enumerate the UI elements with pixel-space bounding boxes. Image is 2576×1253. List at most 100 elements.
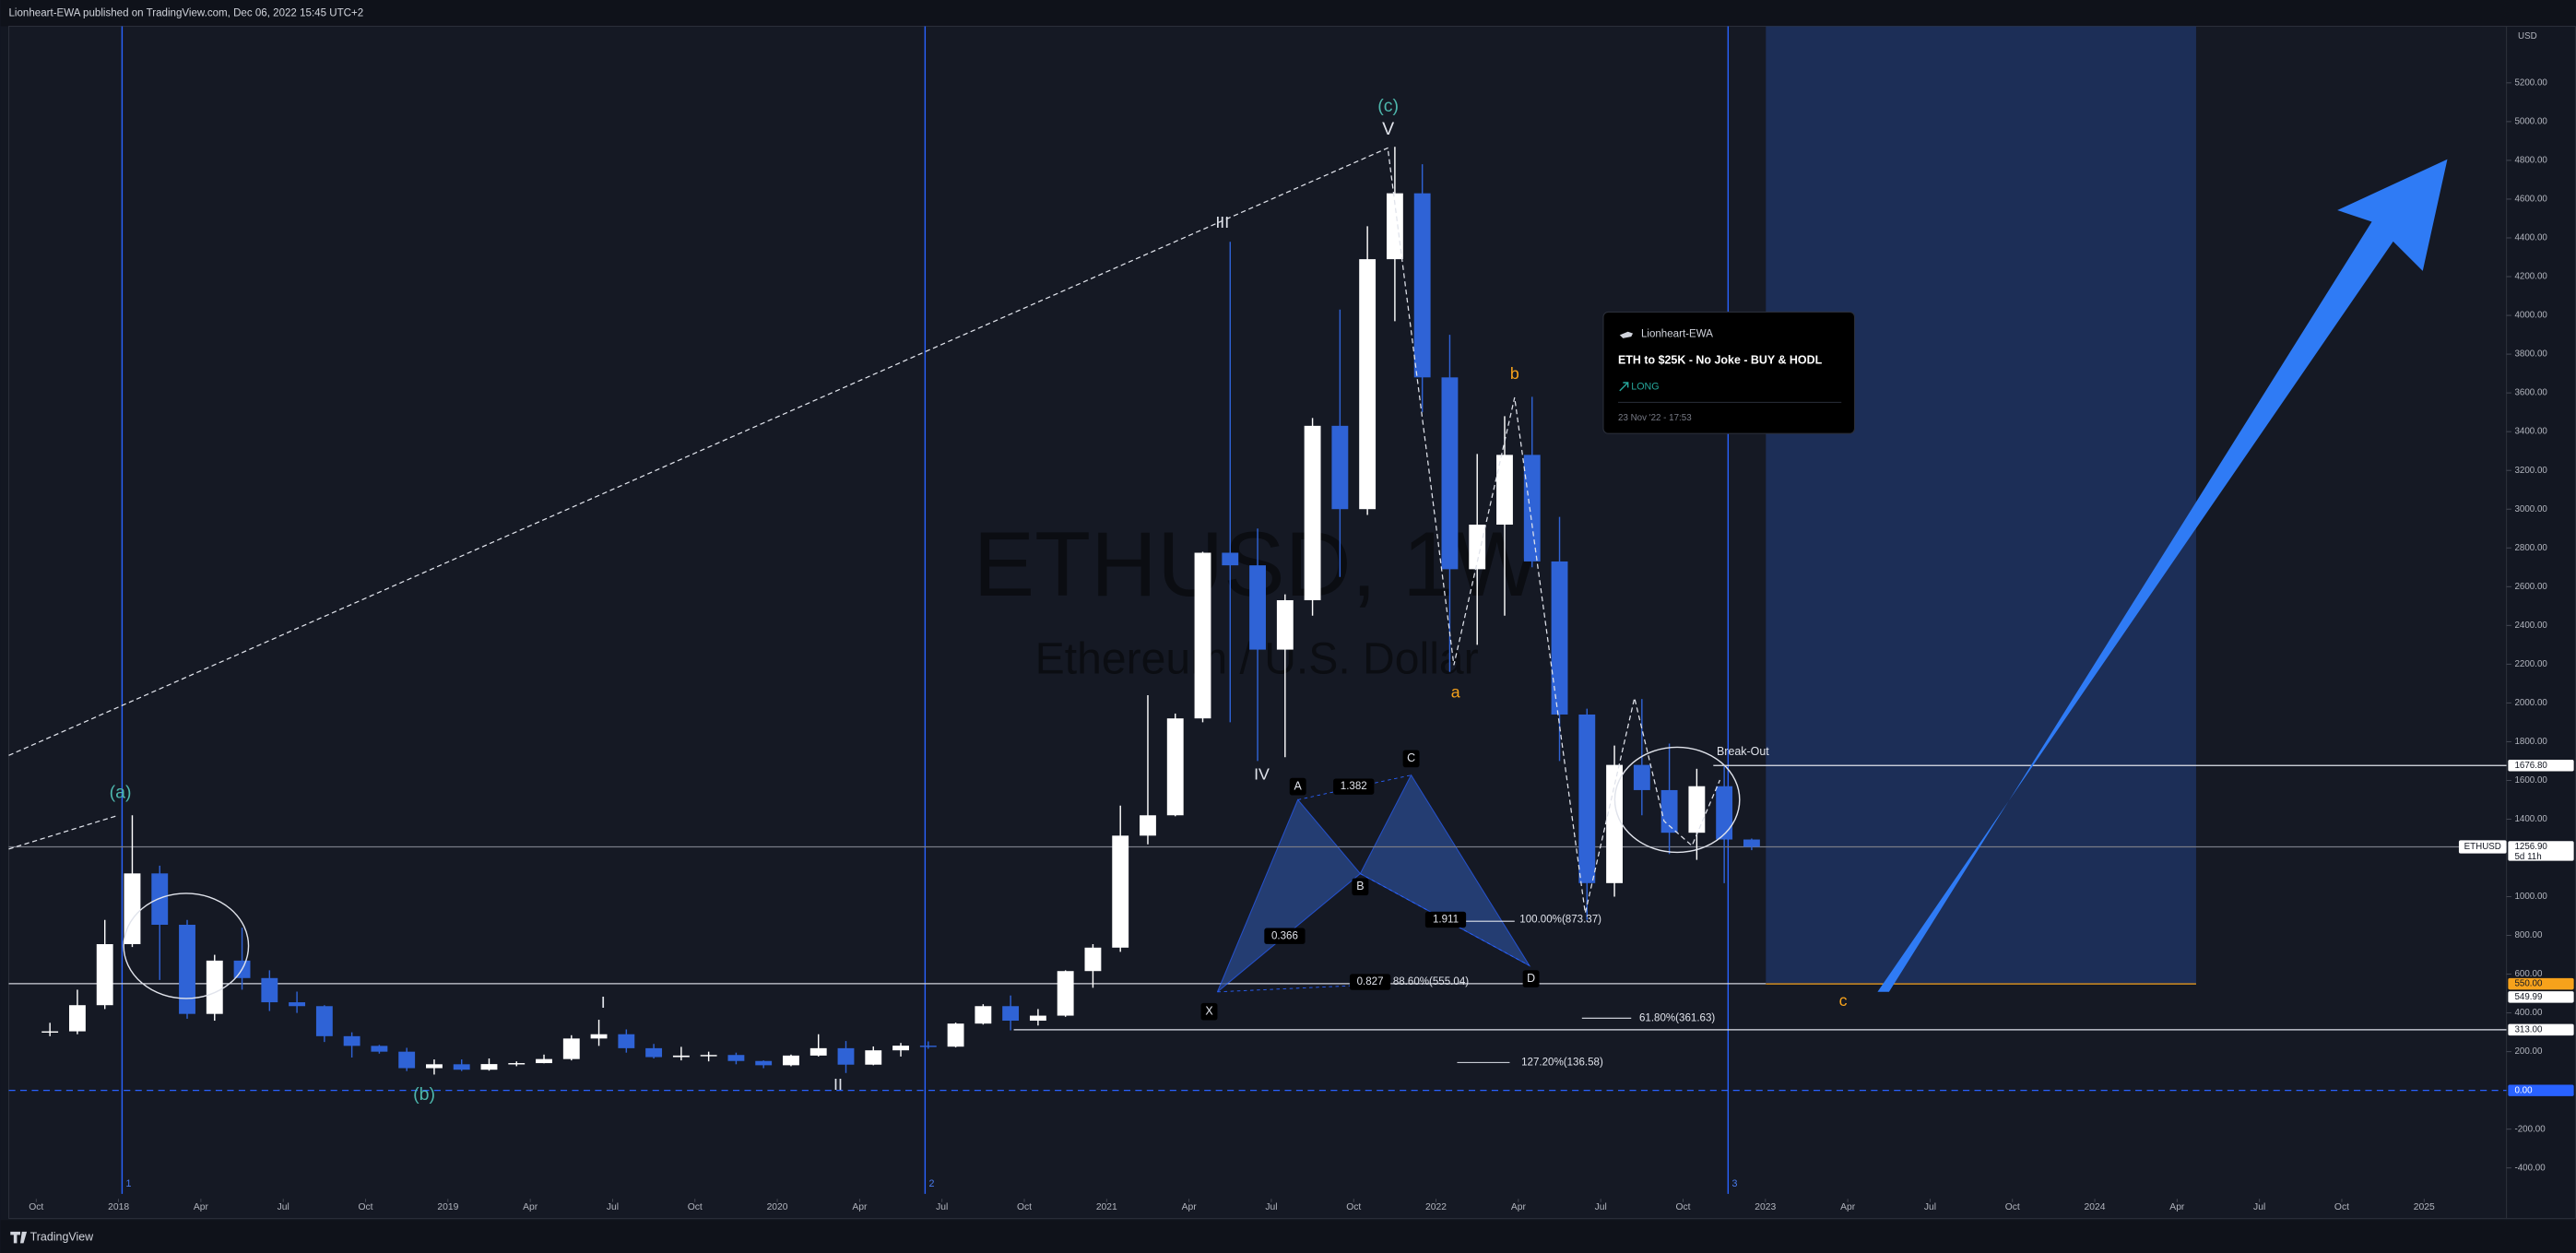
harmonic-ratio-line bbox=[1360, 873, 1530, 966]
annotation-box bbox=[1349, 974, 1391, 990]
long-icon bbox=[1619, 382, 1629, 392]
x-tick-label: Oct bbox=[358, 1202, 372, 1212]
drawings: Lionheart-EWA ETH to $25K - No Joke - BU… bbox=[8, 96, 2448, 1189]
candle-body bbox=[1112, 835, 1129, 948]
candle-body bbox=[1413, 193, 1431, 378]
candle-body bbox=[1496, 455, 1513, 526]
y-tick-label: 2000.00 bbox=[2515, 698, 2548, 708]
candle-body bbox=[151, 873, 169, 925]
y-tick-label: 3000.00 bbox=[2515, 504, 2548, 514]
annotation-box bbox=[1352, 878, 1369, 896]
y-tick-label: 4000.00 bbox=[2515, 311, 2548, 321]
y-tick-label: 4400.00 bbox=[2515, 233, 2548, 243]
candle-body bbox=[68, 1005, 86, 1032]
candle-body bbox=[809, 1047, 827, 1056]
candle-body bbox=[975, 1006, 992, 1024]
y-tick-label: 600.00 bbox=[2515, 969, 2543, 979]
candle-body bbox=[727, 1055, 745, 1061]
axis-unit: USD bbox=[2518, 31, 2537, 41]
y-tick-label: 1800.00 bbox=[2515, 737, 2548, 747]
candle-body bbox=[1606, 764, 1623, 883]
y-tick-label: 2800.00 bbox=[2515, 543, 2548, 553]
annotation: 1.382 bbox=[1341, 781, 1367, 792]
trend-line bbox=[8, 815, 116, 850]
symbol-tag-box bbox=[2458, 840, 2507, 854]
idea-direction: LONG bbox=[1631, 381, 1659, 392]
y-tick-label: 800.00 bbox=[2515, 930, 2543, 940]
candle-body bbox=[1276, 599, 1294, 650]
x-tick-label: Oct bbox=[1346, 1202, 1361, 1212]
price-label-box bbox=[2508, 977, 2574, 990]
y-tick-label: 4800.00 bbox=[2515, 156, 2548, 166]
candle-body bbox=[1331, 425, 1349, 510]
x-tick-label: Oct bbox=[29, 1202, 43, 1212]
annotation-box bbox=[1522, 970, 1540, 987]
annotation: (a) bbox=[110, 782, 132, 802]
annotation: B bbox=[1356, 880, 1364, 892]
annotation: A bbox=[1294, 779, 1303, 792]
countdown: 5d 11h bbox=[2515, 852, 2542, 862]
y-tick-label: -200.00 bbox=[2515, 1124, 2546, 1134]
price-label: 549.99 bbox=[2515, 992, 2543, 1002]
x-tick-label: Jul bbox=[1924, 1202, 1936, 1212]
target-arrow bbox=[1877, 159, 2448, 992]
candle-body bbox=[1194, 552, 1211, 719]
y-tick-label: 1600.00 bbox=[2515, 775, 2548, 786]
annotation: c bbox=[1839, 991, 1848, 1010]
candle-body bbox=[1386, 193, 1403, 260]
annotation: Break-Out bbox=[1717, 745, 1769, 758]
candle-body bbox=[947, 1023, 964, 1047]
y-tick-label: 5200.00 bbox=[2515, 77, 2548, 88]
candle-body bbox=[645, 1047, 663, 1058]
candle-body bbox=[41, 1031, 59, 1034]
x-tick-label: Oct bbox=[1017, 1202, 1032, 1212]
annotation: X bbox=[1205, 1004, 1213, 1017]
annotation: II bbox=[833, 1075, 843, 1093]
candle-body bbox=[1359, 259, 1377, 510]
x-tick-label: 2022 bbox=[1425, 1202, 1447, 1212]
annotation: (b) bbox=[413, 1084, 435, 1105]
x-tick-label: Apr bbox=[1511, 1202, 1527, 1212]
author-avatar bbox=[1619, 331, 1634, 338]
candle-body bbox=[590, 1034, 608, 1039]
y-tick-label: 200.00 bbox=[2515, 1046, 2543, 1057]
x-tick-label: 2024 bbox=[2085, 1202, 2106, 1212]
idea-title: ETH to $25K - No Joke - BUY & HODL bbox=[1618, 353, 1823, 366]
header-text: Lionheart-EWA published on TradingView.c… bbox=[9, 7, 364, 18]
annotation: 0.827 bbox=[1357, 976, 1384, 987]
candle-body bbox=[398, 1051, 416, 1069]
candle-body bbox=[508, 1063, 526, 1065]
idea-card-box[interactable] bbox=[1602, 311, 1856, 434]
candle-body bbox=[700, 1055, 717, 1057]
price-label-box bbox=[2508, 1084, 2574, 1096]
x-tick-label: 2018 bbox=[108, 1202, 129, 1212]
candle-body bbox=[1222, 552, 1239, 566]
annotation: 1 bbox=[126, 1178, 132, 1189]
brand-logo bbox=[10, 1231, 28, 1244]
x-tick-label: Jul bbox=[2253, 1202, 2265, 1212]
candle-body bbox=[1304, 425, 1321, 600]
header-bar bbox=[0, 0, 2576, 27]
annotation: I bbox=[601, 993, 606, 1011]
x-tick-label: Jul bbox=[1265, 1202, 1277, 1212]
candle-body bbox=[865, 1050, 882, 1065]
candle-body bbox=[755, 1060, 773, 1066]
price-label-box bbox=[2508, 841, 2574, 861]
annotation: C bbox=[1407, 751, 1415, 764]
annotation: V bbox=[1382, 119, 1394, 139]
x-tick-label: 2025 bbox=[2414, 1202, 2435, 1212]
annotation: 3 bbox=[1731, 1178, 1737, 1189]
candle-body bbox=[1140, 815, 1156, 836]
candle-body bbox=[426, 1064, 443, 1069]
idea-card[interactable]: Lionheart-EWA ETH to $25K - No Joke - BU… bbox=[1602, 311, 1856, 434]
y-tick-label: 2400.00 bbox=[2515, 621, 2548, 631]
price-label: 313.00 bbox=[2515, 1024, 2543, 1034]
annotation-box bbox=[1424, 911, 1467, 928]
x-tick-label: Jul bbox=[607, 1202, 619, 1212]
annotation: D bbox=[1527, 972, 1535, 985]
x-tick-label: Oct bbox=[688, 1202, 703, 1212]
candle-body bbox=[1633, 764, 1650, 790]
y-tick-label: 3400.00 bbox=[2515, 427, 2548, 437]
candle-body bbox=[837, 1047, 855, 1065]
